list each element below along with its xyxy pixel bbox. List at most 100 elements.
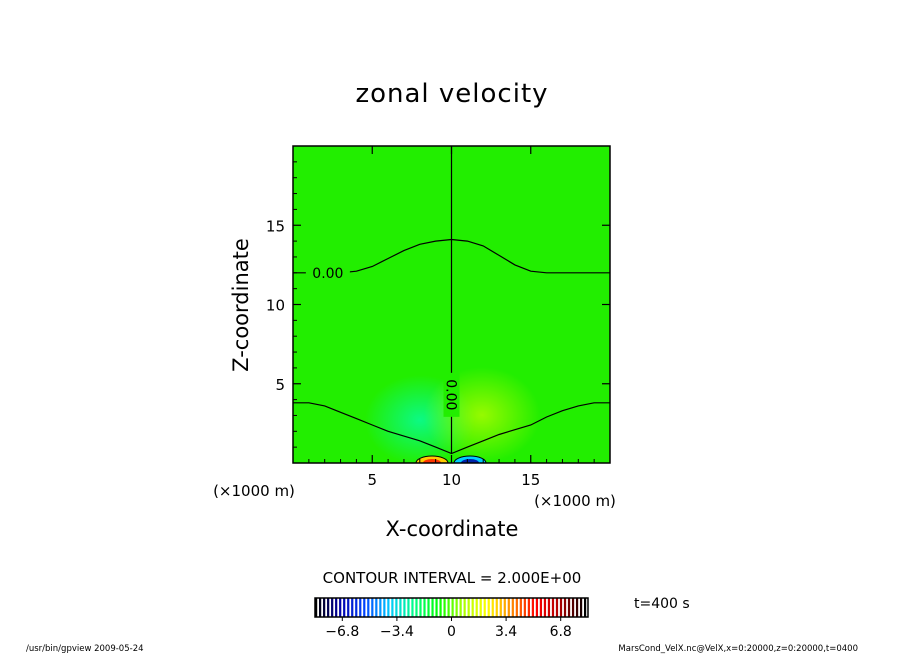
colorbar-segment [391, 598, 394, 617]
colorbar-segment [467, 598, 470, 617]
x-tick-label: 15 [521, 471, 540, 489]
colorbar-segment [387, 598, 390, 617]
colorbar-segment [375, 598, 378, 617]
colorbar-segment [479, 598, 482, 617]
contour-label: 0.00 [443, 379, 459, 410]
colorbar-segment [423, 598, 426, 617]
strong-positive-core-inner [423, 459, 441, 463]
y-tick-label: 15 [266, 217, 285, 235]
colorbar-tick-label: 6.8 [550, 624, 572, 640]
strong-negative-core-inner [461, 459, 479, 463]
footer-left: /usr/bin/gpview 2009-05-24 [26, 644, 144, 654]
colorbar-segment [531, 598, 534, 617]
colorbar-segment [399, 598, 402, 617]
colorbar-segment [315, 598, 318, 617]
colorbar-segment [579, 598, 583, 617]
contour-interval-text: CONTOUR INTERVAL = 2.000E+00 [323, 569, 582, 587]
contour-label-bg [305, 264, 350, 281]
x-tick-label: 5 [367, 471, 377, 489]
colorbar-segment [383, 598, 386, 617]
x-tick-label: 10 [442, 471, 461, 489]
colorbar-segment [351, 598, 354, 617]
colorbar-segment [567, 598, 571, 617]
colorbar-segment [475, 598, 478, 617]
colorbar-tick-label: 3.4 [495, 624, 517, 640]
colorbar-segment [371, 598, 374, 617]
colorbar-segment [363, 598, 366, 617]
colorbar-segment [499, 598, 502, 617]
axis-ticks: 5 10 15 5 10 15 [266, 146, 610, 489]
colorbar-segment [527, 598, 530, 617]
colorbar-segment [555, 598, 559, 617]
colorbar-segment [471, 598, 474, 617]
colorbar-segment [539, 598, 543, 617]
colorbar-segment [511, 598, 514, 617]
colorbar-segment [339, 598, 342, 617]
colorbar-segment [495, 598, 498, 617]
colorbar-segment [319, 598, 322, 617]
colorbar-segment [575, 598, 579, 617]
colorbar-segment [343, 598, 346, 617]
colorbar-segment [427, 598, 430, 617]
colorbar-segment [491, 598, 494, 617]
colorbar-segment [439, 598, 442, 617]
colorbar-segment [463, 598, 466, 617]
colorbar [315, 598, 587, 617]
colorbar-segment [455, 598, 458, 617]
colorbar-segment [379, 598, 382, 617]
colorbar-segment [451, 598, 454, 617]
colorbar-segment [519, 598, 522, 617]
colorbar-segment [395, 598, 398, 617]
colorbar-segment [483, 598, 486, 617]
colorbar-segment [551, 598, 555, 617]
colorbar-segment [359, 598, 362, 617]
contour-line [293, 402, 610, 455]
y-axis-label: Z-coordinate [229, 238, 253, 372]
y-unit-label: (×1000 m) [534, 492, 616, 510]
colorbar-segment [487, 598, 490, 617]
time-label: t=400 s [634, 596, 690, 612]
colorbar-segment [431, 598, 434, 617]
colorbar-segment [459, 598, 462, 617]
core-contour-right [453, 455, 487, 463]
footer-right: MarsCond_VelX.nc@VelX,x=0:20000,z=0:2000… [618, 644, 858, 654]
colorbar-segment [515, 598, 518, 617]
colorbar-segment [583, 598, 587, 617]
contour-label: 0.00 [312, 266, 343, 282]
colorbar-tick-label: −3.4 [380, 624, 414, 640]
x-axis-label: X-coordinate [386, 517, 519, 541]
colorbar-segment [347, 598, 350, 617]
contour-label-bg [443, 372, 460, 417]
colorbar-segment [559, 598, 563, 617]
colorbar-segment [407, 598, 410, 617]
colorbar-segment [323, 598, 326, 617]
colorbar-segment [543, 598, 547, 617]
colorbar-segment [435, 598, 438, 617]
colorbar-segment [523, 598, 526, 617]
contour-labels: 0.00 0.00 [305, 264, 460, 417]
colorbar-segment [547, 598, 551, 617]
colorbar-segment [447, 598, 450, 617]
colorbar-segment [535, 598, 539, 617]
colorbar-segment [415, 598, 418, 617]
colorbar-segment [355, 598, 358, 617]
colorbar-segment [507, 598, 510, 617]
y-tick-label: 5 [275, 376, 285, 394]
positive-anomaly-region [424, 367, 540, 463]
y-tick-label: 10 [266, 297, 285, 315]
colorbar-segment [403, 598, 406, 617]
colorbar-tick-label: −6.8 [325, 624, 359, 640]
colorbar-segment [563, 598, 567, 617]
colorbar-segment [411, 598, 414, 617]
colorbar-segment [327, 598, 330, 617]
colorbar-segment [443, 598, 446, 617]
colorbar-ticks: −6.8 −3.4 0 3.4 6.8 [325, 617, 572, 640]
colorbar-segment [571, 598, 575, 617]
colorbar-segment [503, 598, 506, 617]
colorbar-segment [419, 598, 422, 617]
colorbar-segment [335, 598, 338, 617]
chart-title: zonal velocity [355, 79, 548, 109]
colorbar-segment [331, 598, 334, 617]
colorbar-tick-label: 0 [447, 624, 456, 640]
